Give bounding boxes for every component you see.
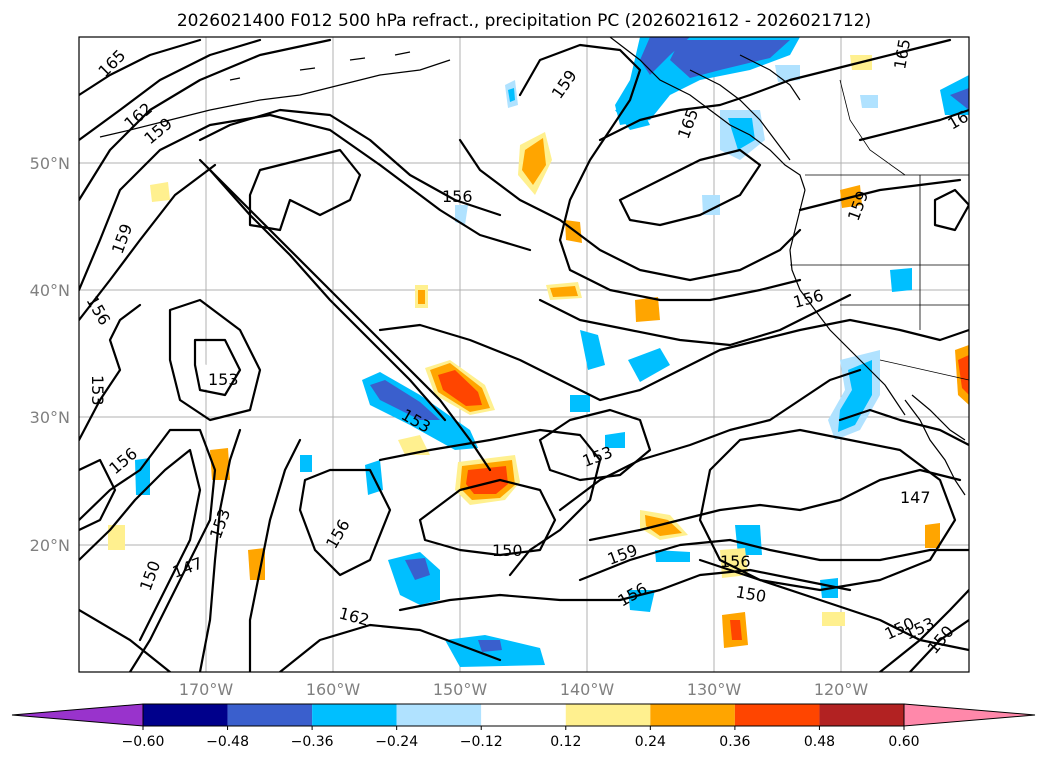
lat-label: 30°N xyxy=(30,408,70,427)
colorbar-tick-label: 0.12 xyxy=(550,734,581,750)
colorbar-tick-label: −0.36 xyxy=(291,734,334,750)
lon-label: 160°W xyxy=(306,680,361,699)
lon-label: 140°W xyxy=(560,680,615,699)
political-borders xyxy=(790,79,969,381)
colorbar-border xyxy=(142,703,905,727)
colorbar-tick-label: 0.36 xyxy=(719,734,750,750)
colorbar-tick-label: 0.48 xyxy=(804,734,835,750)
colorbar-tick-label: −0.12 xyxy=(460,734,503,750)
lon-label: 170°W xyxy=(179,680,234,699)
colorbar-ticks: −0.60 −0.48 −0.36 −0.24 −0.12 0.12 0.24 0.36 0.4… xyxy=(122,726,920,750)
colorbar-tick-label: 0.60 xyxy=(888,734,919,750)
contour-label: 156 xyxy=(442,187,473,206)
gridlines xyxy=(79,37,969,672)
colorbar-extend-high xyxy=(903,703,1036,727)
precip-fill xyxy=(108,37,969,667)
lat-label: 20°N xyxy=(30,536,70,555)
colorbar-tick-label: 0.24 xyxy=(635,734,666,750)
colorbar-segment xyxy=(312,704,397,726)
colorbar-segment xyxy=(734,704,820,726)
colorbar-segment xyxy=(481,704,566,726)
colorbar-tick-label: −0.24 xyxy=(375,734,418,750)
longitude-labels: 170°W 160°W 150°W 140°W 130°W 120°W xyxy=(179,680,869,699)
map-frame xyxy=(78,36,970,673)
lat-label: 40°N xyxy=(30,281,70,300)
lon-label: 120°W xyxy=(814,680,869,699)
figure-title: 2026021400 F012 500 hPa refract., precip… xyxy=(177,11,871,31)
colorbar-segment xyxy=(819,704,904,726)
height-contours xyxy=(79,38,969,672)
colorbar-segment xyxy=(565,704,651,726)
colorbar-tick-label: −0.48 xyxy=(206,734,249,750)
colorbar-extend-low xyxy=(11,703,144,727)
colorbar-tick-label: −0.60 xyxy=(122,734,165,750)
colorbar-segment xyxy=(650,704,735,726)
contour-label: 153 xyxy=(88,375,107,406)
latitude-labels: 50°N 40°N 30°N 20°N xyxy=(30,154,70,555)
lon-label: 150°W xyxy=(433,680,488,699)
contour-label: 153 xyxy=(208,370,239,389)
contour-label: 147 xyxy=(900,488,931,507)
lat-label: 50°N xyxy=(30,154,70,173)
map-area xyxy=(79,37,969,672)
colorbar xyxy=(11,703,1036,727)
colorbar-segment xyxy=(143,704,228,726)
coastlines xyxy=(99,37,966,496)
colorbar-segment xyxy=(396,704,482,726)
contour-label: 150 xyxy=(492,541,523,560)
contour-label: 156 xyxy=(720,552,751,571)
lon-label: 130°W xyxy=(687,680,742,699)
colorbar-segment xyxy=(227,704,313,726)
